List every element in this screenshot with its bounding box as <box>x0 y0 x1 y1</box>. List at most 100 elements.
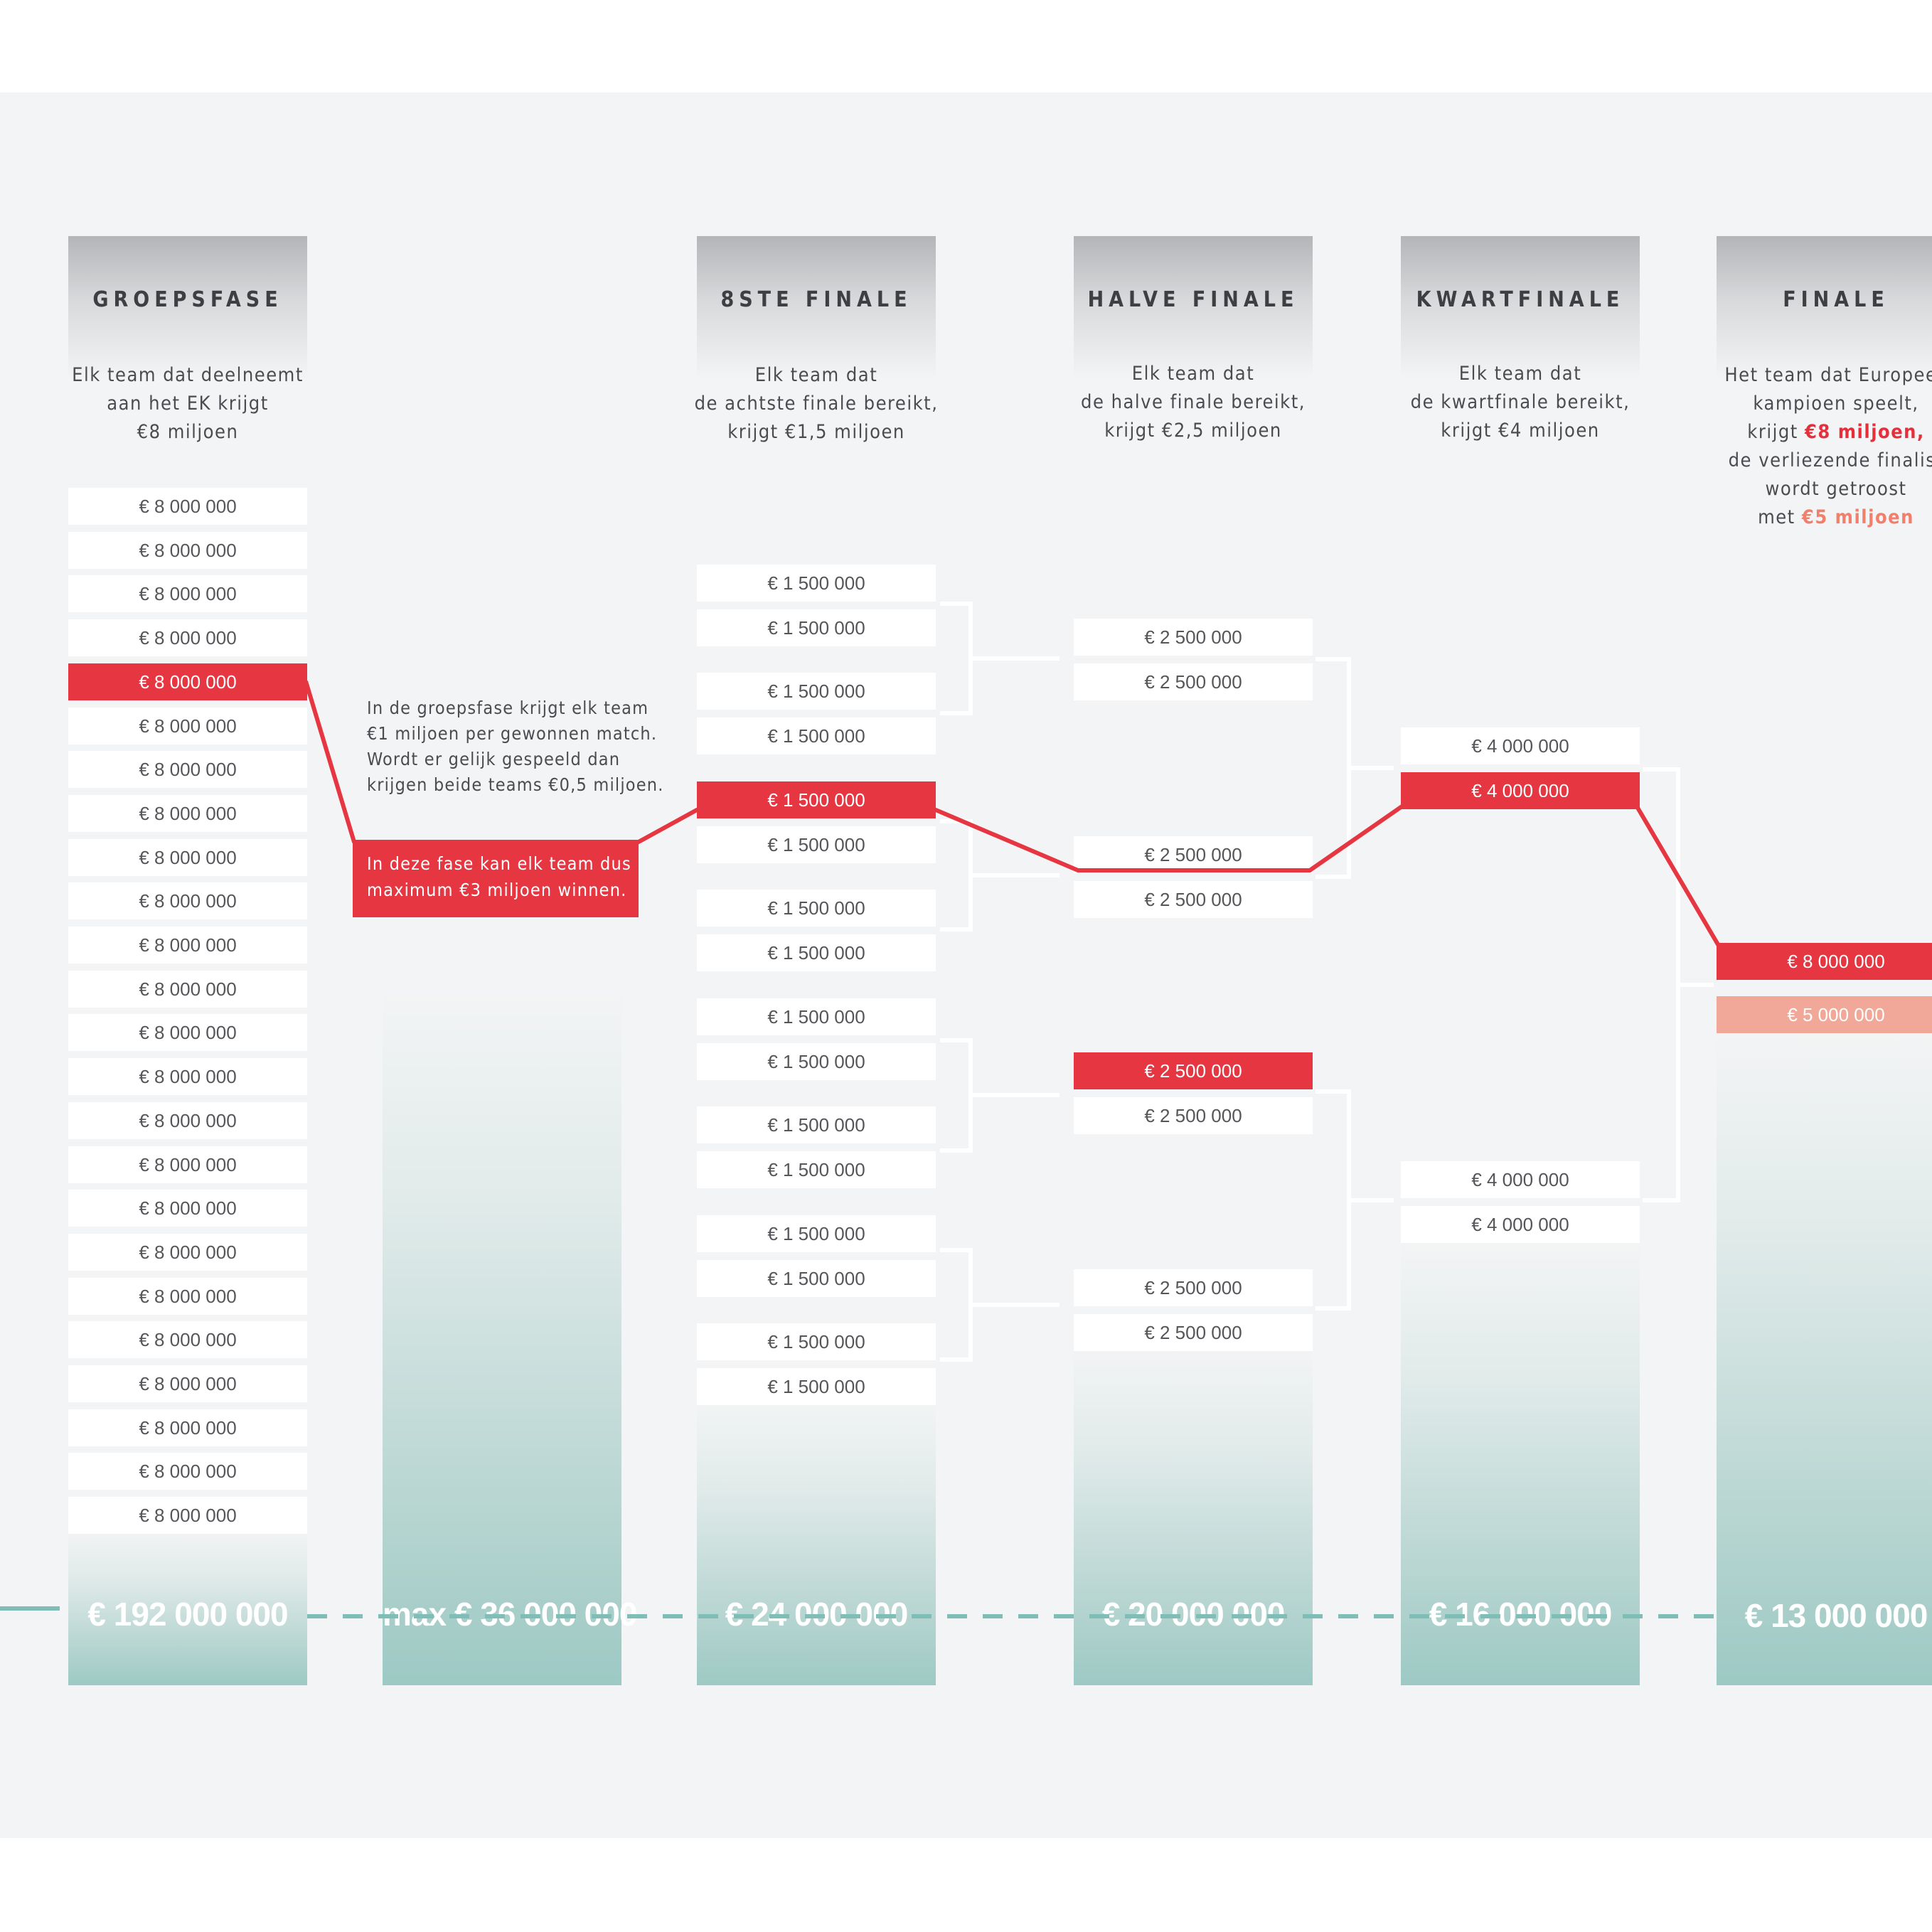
desc-line: krijgt €8 miljoen, <box>1657 418 1932 447</box>
amount-box: € 8 000 000 <box>68 794 307 832</box>
header-title: GROEPSFASE <box>92 287 283 312</box>
desc-line: Het team dat Europees <box>1724 364 1932 386</box>
amount-box: € 1 500 000 <box>697 1260 936 1297</box>
amount-box: € 8 000 000 <box>68 1233 307 1271</box>
desc-text: met <box>1758 506 1802 528</box>
desc-line: kampioen speelt, <box>1753 393 1919 415</box>
amount-box: € 8 000 000 <box>68 970 307 1008</box>
desc-halve-finale: Elk team dat de halve finale bereikt, kr… <box>1017 360 1370 445</box>
amount-box: € 1 500 000 <box>697 565 936 602</box>
desc-line: de verliezende finalist <box>1728 449 1932 471</box>
amount-box: € 1 500 000 <box>697 934 936 971</box>
amount-box: € 4 000 000 <box>1401 727 1640 764</box>
amount-box: € 2 500 000 <box>1074 1269 1313 1306</box>
desc-line: Elk team dat <box>1458 363 1582 385</box>
amount-box: € 8 000 000 <box>68 1497 307 1535</box>
amount-box: € 4 000 000 <box>1401 1206 1640 1243</box>
amount-box: € 8 000 000 <box>68 1321 307 1359</box>
header-title: HALVE FINALE <box>1087 287 1299 312</box>
total-bar-kwartfinale <box>1401 1242 1640 1685</box>
amount-box: € 8 000 000 <box>68 1101 307 1139</box>
header-finale: FINALE <box>1717 236 1932 378</box>
desc-line: Elk team dat <box>1131 363 1255 385</box>
amount-box: € 1 500 000 <box>697 1215 936 1252</box>
header-kwartfinale: KWARTFINALE <box>1401 236 1640 378</box>
amount-box: € 8 000 000 <box>68 531 307 569</box>
total-bar-achtste-finale <box>697 1401 936 1685</box>
desc-line: Elk team dat <box>754 364 878 386</box>
amount-box: € 8 000 000 <box>68 575 307 613</box>
note-line: Wordt er gelijk gespeeld dan <box>367 749 621 769</box>
total-groepsfase: € 192 000 000 <box>87 1596 288 1633</box>
desc-text: , <box>1916 421 1925 443</box>
note-line: €1 miljoen per gewonnen match. <box>367 723 658 744</box>
winner-prize-highlight: €8 miljoen <box>1804 421 1917 443</box>
desc-groepsfase: Elk team dat deelneemt aan het EK krijgt… <box>68 361 307 447</box>
amount-box: € 8 000 000 <box>68 619 307 657</box>
desc-line: €8 miljoen <box>137 421 239 443</box>
amount-box-highlighted: € 2 500 000 <box>1074 1052 1313 1089</box>
callout-line: maximum €3 miljoen winnen. <box>367 880 627 900</box>
max-win-callout: In deze fase kan elk team dus maximum €3… <box>353 842 639 917</box>
amount-box: € 1 500 000 <box>697 1106 936 1143</box>
amount-box: € 8 000 000 <box>68 488 307 525</box>
loser-prize-highlight: €5 miljoen <box>1801 506 1914 528</box>
desc-line: wordt getroost <box>1765 478 1907 500</box>
header-title: FINALE <box>1783 287 1889 312</box>
amount-box: € 1 500 000 <box>697 1368 936 1405</box>
header-title: 8STE FINALE <box>720 287 912 312</box>
amount-box: € 1 500 000 <box>697 673 936 710</box>
amount-box: € 8 000 000 <box>68 1014 307 1052</box>
amount-box-highlighted: € 8 000 000 <box>68 663 307 700</box>
amount-box: € 8 000 000 <box>68 1453 307 1490</box>
amount-box: € 8 000 000 <box>68 1190 307 1227</box>
total-bar-halve-finale <box>1074 1347 1313 1685</box>
amount-box: € 2 500 000 <box>1074 1097 1313 1134</box>
amount-box: € 1 500 000 <box>697 826 936 863</box>
desc-line: krijgt €2,5 miljoen <box>1104 420 1282 442</box>
amount-box: € 8 000 000 <box>68 751 307 789</box>
amount-box: € 8 000 000 <box>68 927 307 964</box>
amount-box: € 1 500 000 <box>697 890 936 927</box>
desc-kwartfinale: Elk team dat de kwartfinale bereikt, kri… <box>1344 360 1697 445</box>
total-kwartfinale: € 16 000 000 <box>1429 1596 1613 1633</box>
amount-box-highlighted: € 1 500 000 <box>697 781 936 818</box>
amount-box: € 8 000 000 <box>68 707 307 744</box>
match-wins-note: In de groepsfase krijgt elk team €1 milj… <box>367 695 664 798</box>
amount-box: € 2 500 000 <box>1074 663 1313 700</box>
header-groepsfase: GROEPSFASE <box>68 236 307 378</box>
amount-box: € 2 500 000 <box>1074 619 1313 656</box>
desc-line: met €5 miljoen <box>1657 503 1932 532</box>
amount-box: € 8 000 000 <box>68 882 307 920</box>
header-title: KWARTFINALE <box>1416 287 1625 312</box>
desc-achtste-finale: Elk team dat de achtste finale bereikt, … <box>640 361 993 447</box>
amount-box: € 1 500 000 <box>697 998 936 1035</box>
header-halve-finale: HALVE FINALE <box>1074 236 1313 378</box>
desc-line: de kwartfinale bereikt, <box>1410 391 1631 413</box>
desc-line: Elk team dat deelneemt <box>72 364 304 386</box>
amount-box: € 1 500 000 <box>697 717 936 754</box>
amount-box: € 1 500 000 <box>697 1323 936 1360</box>
desc-line: de halve finale bereikt, <box>1081 391 1306 413</box>
note-line: krijgen beide teams €0,5 miljoen. <box>367 774 664 795</box>
finale-winner-box: € 8 000 000 <box>1717 943 1932 980</box>
desc-finale: Het team dat Europees kampioen speelt, k… <box>1657 361 1932 532</box>
amount-box: € 1 500 000 <box>697 1043 936 1080</box>
total-bar-match-wins <box>383 988 621 1685</box>
total-match-wins: max € 36 000 000 <box>383 1596 637 1633</box>
total-bar-finale <box>1717 1031 1932 1685</box>
amount-box: € 1 500 000 <box>697 1151 936 1188</box>
callout-line: In deze fase kan elk team dus <box>367 853 631 874</box>
amount-box: € 2 500 000 <box>1074 1314 1313 1351</box>
total-halve-finale: € 20 000 000 <box>1101 1596 1286 1633</box>
amount-box: € 8 000 000 <box>68 1409 307 1446</box>
desc-line: aan het EK krijgt <box>107 393 269 415</box>
note-line: In de groepsfase krijgt elk team <box>367 698 649 718</box>
amount-box-highlighted: € 4 000 000 <box>1401 772 1640 809</box>
desc-line: krijgt €4 miljoen <box>1441 420 1600 442</box>
total-bar-groepsfase <box>68 1529 307 1685</box>
amount-box: € 4 000 000 <box>1401 1161 1640 1198</box>
amount-box: € 8 000 000 <box>68 1277 307 1315</box>
desc-line: de achtste finale bereikt, <box>694 393 939 415</box>
amount-box: € 1 500 000 <box>697 609 936 646</box>
